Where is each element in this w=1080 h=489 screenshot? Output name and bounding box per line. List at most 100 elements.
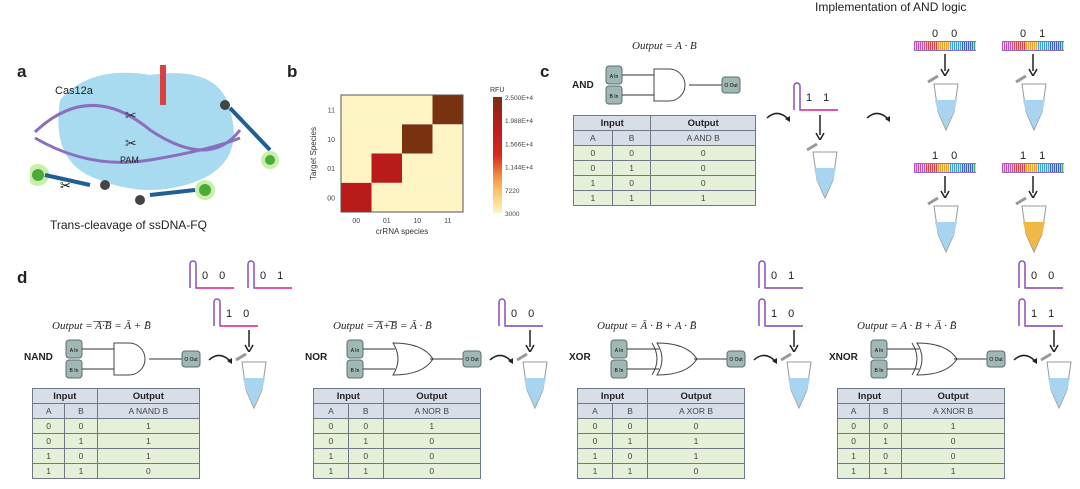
table-cell: 1 [573, 190, 613, 206]
input-header: Input [572, 115, 652, 131]
sequence-input-label: 1 1 [806, 92, 834, 104]
heatmap-cell [402, 153, 433, 183]
table-cell: 0 [573, 145, 613, 161]
colorbar-tick-label: 2.500E+4 [505, 95, 533, 102]
target-dsdna: 0 0 [914, 28, 976, 51]
quencher-icon [100, 180, 110, 190]
input-header: Input [576, 388, 649, 404]
table-cell: 0 [611, 145, 652, 161]
table-cell: 0 [573, 160, 613, 176]
panel-a-label: a [17, 62, 27, 81]
svg-text:A In: A In [610, 74, 619, 80]
heatmap-cell [371, 95, 402, 125]
ssdna-reporter [44, 173, 91, 187]
gate-name: NOR [305, 352, 328, 363]
sequence-input-label: 0 0 [1031, 270, 1059, 282]
table-cell: 0 [612, 448, 649, 464]
panel-d-label: d [17, 268, 28, 287]
table-cell: 0 [64, 418, 98, 434]
and-formula: Output = A · B [632, 40, 697, 52]
svg-text:A In: A In [615, 348, 624, 354]
table-header-row: Input Output [572, 115, 756, 131]
heatmap-cell [341, 124, 372, 154]
col-a: A [576, 403, 614, 419]
liquid [524, 378, 546, 407]
table-cell: 0 [576, 433, 614, 449]
table-cell: 1 [836, 448, 871, 464]
table-cell: 0 [611, 175, 652, 191]
heatmap-cell [341, 95, 372, 125]
colorbar [493, 97, 502, 213]
tube-icon [806, 142, 838, 200]
impl-title: Implementation of AND logic [815, 0, 967, 14]
output-header: Output [901, 388, 1005, 404]
table-cell: 1 [611, 160, 652, 176]
svg-text:B In: B In [875, 368, 884, 374]
table-cell: 0 [612, 418, 649, 434]
table-cell: 0 [313, 418, 349, 434]
output-header: Output [650, 115, 756, 131]
svg-text:O Out: O Out [989, 357, 1003, 363]
input-header: Input [836, 388, 903, 404]
sequence-input-label: 0 0 [932, 28, 963, 40]
output-block [462, 350, 482, 368]
col-out: A NOR B [382, 403, 482, 419]
target-dsdna: 1 0 [914, 150, 976, 173]
target-dsdna: 0 1 [1002, 28, 1064, 51]
table-cell: 0 [836, 433, 871, 449]
table-cell: 0 [650, 160, 756, 176]
table-cell: 0 [650, 175, 756, 191]
fluorescent-liquid [1023, 222, 1045, 251]
gate-name: XNOR [829, 352, 858, 363]
table-cell: 1 [647, 433, 745, 449]
col-out: A AND B [650, 130, 756, 146]
target-sequence: 0 0 [1015, 258, 1065, 290]
table-cell: 1 [313, 448, 349, 464]
sequence-input-label: 0 1 [771, 270, 799, 282]
col-b: B [869, 403, 903, 419]
table-cell: 1 [64, 433, 98, 449]
and-gate-diagram: A In B In O Out [604, 64, 744, 111]
target-sequence: 1 1 [790, 80, 840, 112]
svg-text:O Out: O Out [729, 357, 743, 363]
table-cell: 1 [576, 448, 614, 464]
col-b: B [64, 403, 98, 419]
x-tick-label: 01 [383, 218, 391, 225]
gate-symbol [653, 68, 686, 102]
table-cell: 1 [647, 448, 745, 464]
panel-b-label: b [287, 62, 298, 81]
gate-diagram: A In B In O Out [64, 338, 204, 385]
sequence-input-label: 1 1 [1020, 150, 1051, 162]
target-sequence: 0 0 [186, 258, 236, 290]
tube-icon [235, 352, 267, 410]
curved-arrow-icon [766, 112, 790, 122]
crrna-hairpin [160, 65, 166, 105]
heatmap-cell [371, 124, 402, 154]
arrow-down-icon [1049, 330, 1059, 352]
output-block [986, 350, 1006, 368]
scissors-icon: ✂ [60, 178, 71, 193]
y-tick-label: 01 [327, 166, 335, 173]
tube-icon [927, 196, 959, 254]
heatmap-cell [402, 124, 433, 154]
gate-symbol [113, 342, 146, 376]
svg-text:A In: A In [70, 348, 79, 354]
table-cell: 0 [64, 448, 98, 464]
input-header: Input [313, 388, 384, 404]
gate-diagram: A In B In O Out [609, 338, 749, 385]
table-cell: 1 [836, 463, 871, 479]
colorbar-title: RFU [490, 87, 504, 94]
liquid [243, 378, 265, 407]
y-tick-label: 00 [327, 195, 335, 202]
table-cell: 0 [650, 145, 756, 161]
table-cell: 0 [31, 418, 66, 434]
